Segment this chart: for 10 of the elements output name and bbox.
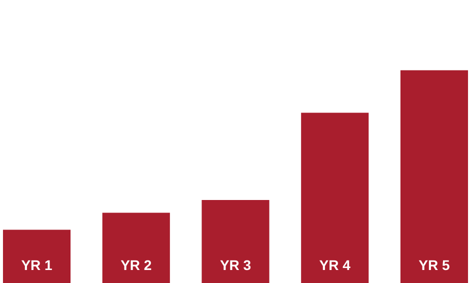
- bar: [2, 230, 71, 283]
- x-tick-label: YR 3: [220, 257, 252, 273]
- x-tick-label: YR 2: [120, 257, 152, 273]
- bar: [400, 70, 468, 283]
- bar: [102, 212, 170, 283]
- bar: [301, 112, 369, 283]
- bar: [202, 200, 270, 283]
- x-tick-label: YR 1: [21, 257, 53, 273]
- x-tick-label: YR 4: [319, 257, 351, 273]
- x-tick-label: YR 5: [418, 257, 450, 273]
